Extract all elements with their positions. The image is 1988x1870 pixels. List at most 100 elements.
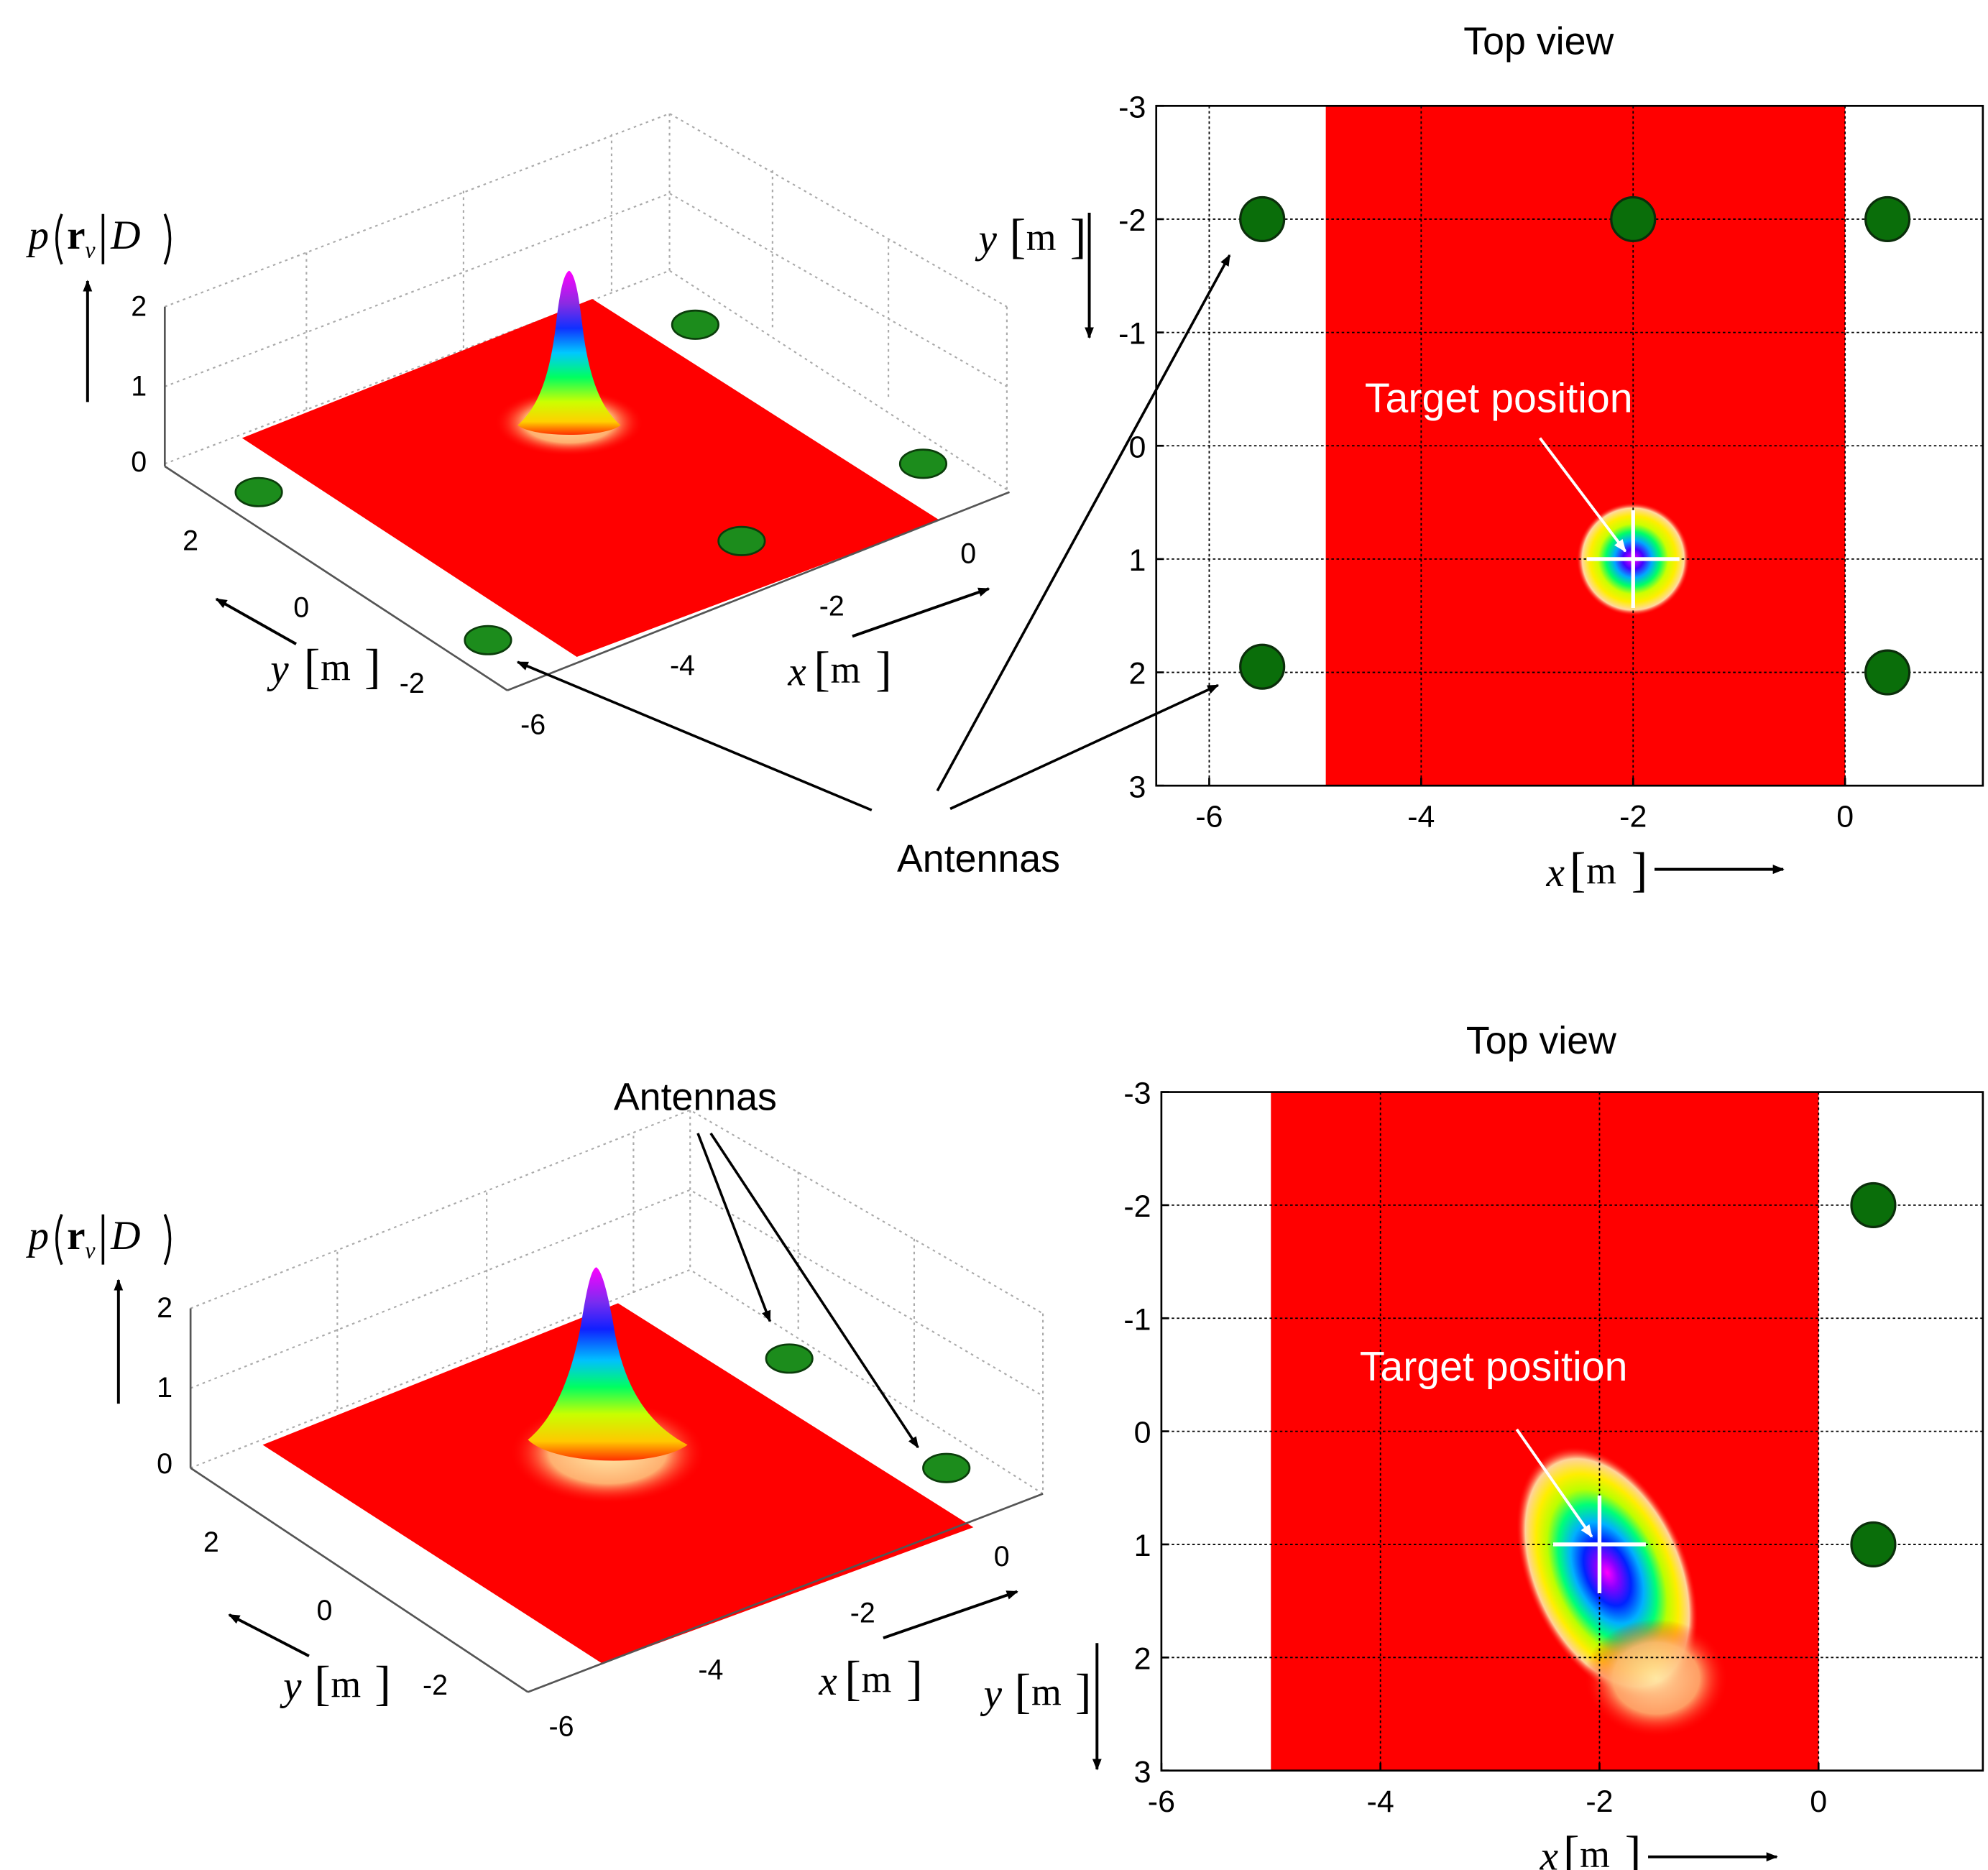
y-axis-label: y [m]	[980, 1664, 1092, 1718]
y-tick: 2	[183, 525, 198, 556]
surface-plot-bottom: 2 1 0 2 0 -2 -6 -4 -2 0 p r v D y [ m ]	[25, 1109, 1044, 1742]
antenna-marker	[1610, 195, 1657, 243]
svg-text:m: m	[1026, 216, 1057, 259]
svg-text:r: r	[67, 213, 85, 258]
x-tick-label: -6	[1148, 1784, 1175, 1819]
z-tick: 2	[157, 1292, 172, 1324]
x-tick: 0	[994, 1541, 1010, 1572]
antennas-label: Antennas	[897, 837, 1060, 880]
y-tick-label: -1	[1118, 317, 1146, 351]
antenna-marker	[1864, 649, 1911, 696]
x-tick-label: -2	[1619, 800, 1647, 834]
z-tick: 1	[131, 370, 147, 402]
x-tick: -2	[819, 591, 845, 622]
y-tick: 0	[293, 592, 309, 624]
antenna-marker	[1864, 195, 1911, 243]
x-tick-label: -4	[1407, 800, 1435, 834]
y-tick-label: -2	[1118, 203, 1146, 238]
antenna-marker	[1850, 1521, 1897, 1568]
y-tick-label: -3	[1118, 90, 1146, 124]
antenna-marker	[717, 525, 766, 556]
y-tick-label: 0	[1134, 1416, 1151, 1450]
svg-text:[: [	[304, 639, 321, 694]
x-tick: -4	[698, 1654, 723, 1685]
svg-text:]: ]	[1625, 1826, 1642, 1870]
y-tick-label: -1	[1123, 1302, 1151, 1337]
target-position-label: Target position	[1365, 376, 1633, 422]
z-tick: 0	[131, 446, 147, 478]
x-tick-label: 0	[1810, 1784, 1827, 1819]
antenna-marker	[922, 1452, 971, 1483]
svg-text:r: r	[67, 1213, 85, 1258]
svg-text:y: y	[280, 1664, 302, 1709]
y-tick: -2	[423, 1669, 448, 1701]
svg-text:]: ]	[875, 641, 892, 696]
svg-text:[: [	[1015, 1664, 1031, 1718]
y-tick: 2	[203, 1526, 219, 1558]
svg-text:[: [	[1570, 842, 1586, 897]
svg-text:v: v	[85, 237, 96, 263]
svg-text:v: v	[85, 1238, 96, 1263]
y-tick: 0	[316, 1595, 332, 1626]
x-tick: 0	[960, 538, 976, 569]
svg-text:[: [	[845, 1651, 861, 1705]
svg-text:p: p	[25, 1213, 49, 1258]
svg-text:]: ]	[1632, 842, 1648, 897]
density-plane	[241, 299, 940, 658]
antenna-marker	[1850, 1182, 1897, 1228]
x-axis-arrow	[883, 1590, 1018, 1639]
y-axis-label: y [ m ]	[280, 1656, 391, 1710]
svg-text:x: x	[1546, 850, 1565, 895]
y-axis-arrow	[228, 1613, 310, 1657]
y-tick: -2	[400, 668, 425, 699]
svg-text:]: ]	[1075, 1664, 1092, 1718]
x-tick-label: -6	[1195, 800, 1223, 834]
svg-text:D: D	[110, 213, 140, 258]
z-axis-label: p r v D	[25, 1213, 172, 1266]
svg-text:m: m	[1586, 849, 1616, 892]
y-tick-label: 3	[1134, 1755, 1151, 1790]
axes-3d-bottom	[189, 1308, 1044, 1693]
grid-3d-bottom	[190, 1109, 1044, 1495]
y-tick-label: 2	[1134, 1641, 1151, 1676]
y-axis-label: y [ m ]	[267, 639, 380, 694]
x-tick-label: -2	[1586, 1784, 1613, 1819]
target-position-label: Target position	[1360, 1344, 1628, 1390]
x-axis-label: x [ m ]	[787, 641, 891, 696]
y-tick-label: 1	[1128, 543, 1146, 578]
y-axis-arrow	[215, 597, 298, 645]
svg-text:m: m	[861, 1657, 891, 1700]
svg-text:y: y	[980, 1672, 1003, 1717]
svg-text:m: m	[1031, 1670, 1062, 1713]
svg-text:m: m	[331, 1663, 361, 1706]
x-tick: -4	[670, 650, 695, 681]
y-axis-label: y[m]	[975, 209, 1087, 264]
svg-text:x: x	[818, 1659, 837, 1704]
z-tick: 0	[157, 1448, 172, 1480]
y-tick-label: 0	[1128, 430, 1146, 464]
svg-text:]: ]	[374, 1656, 391, 1710]
x-axis-arrow	[852, 587, 990, 638]
grid-3d-top	[164, 112, 1008, 491]
antenna-marker	[1239, 195, 1286, 243]
density-peak	[517, 270, 621, 436]
antenna-marker	[671, 309, 719, 340]
density-peak	[528, 1267, 688, 1461]
antenna-marker	[898, 448, 948, 479]
density-tail	[1583, 1618, 1729, 1738]
svg-text:m: m	[321, 645, 351, 688]
z-tick: 1	[157, 1372, 172, 1404]
svg-text:D: D	[110, 1213, 140, 1258]
svg-text:m: m	[830, 648, 860, 691]
svg-text:y: y	[267, 647, 289, 692]
svg-text:x: x	[1540, 1834, 1559, 1870]
axes-3d-top	[163, 306, 1010, 691]
svg-text:]: ]	[1070, 209, 1087, 264]
svg-text:m: m	[1580, 1833, 1610, 1870]
antennas-label: Antennas	[614, 1076, 777, 1119]
x-tick: -6	[549, 1710, 574, 1742]
svg-text:p: p	[25, 213, 49, 258]
x-tick-label: -4	[1367, 1784, 1394, 1819]
